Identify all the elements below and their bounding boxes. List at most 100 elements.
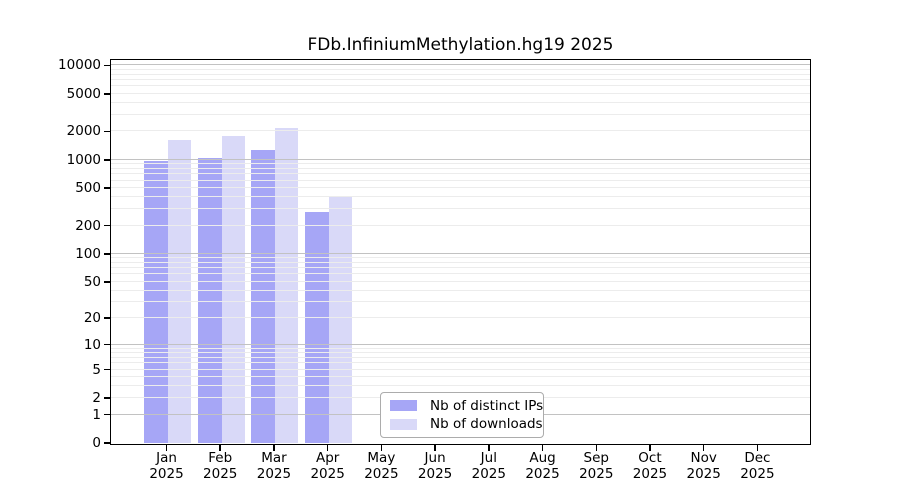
x-axis-tick-label: Jan 2025: [135, 450, 199, 482]
gridline-minor: [111, 187, 810, 189]
legend-swatch-downloads: [390, 418, 417, 430]
x-axis-tick-label: May 2025: [349, 450, 413, 482]
bar-downloads-jan: [168, 140, 191, 443]
x-label-month: Oct: [638, 450, 662, 466]
bar-downloads-mar: [275, 127, 299, 443]
x-axis-tick-label: Sep 2025: [564, 450, 628, 482]
x-axis-tick-label: Apr 2025: [296, 450, 360, 482]
gridline-minor: [111, 385, 810, 387]
x-label-month: Aug: [529, 450, 556, 466]
legend: Nb of distinct IPs Nb of downloads: [380, 392, 544, 438]
y-axis-tick-label: 2: [92, 389, 101, 406]
bar-distinct-ips-apr: [305, 212, 330, 443]
legend-label-downloads: Nb of downloads: [430, 416, 543, 433]
gridline-minor: [111, 179, 810, 181]
x-label-month: Jan: [156, 450, 177, 466]
gridline-major: [111, 64, 810, 66]
gridline-minor: [111, 173, 810, 175]
bar-downloads-apr: [329, 196, 353, 443]
y-axis-tick-label: 500: [75, 180, 101, 197]
y-axis-tick: [103, 64, 111, 67]
gridline-minor: [111, 224, 810, 226]
x-label-year: 2025: [632, 466, 668, 482]
x-axis-tick: [649, 445, 651, 451]
y-axis-tick: [103, 343, 111, 346]
x-label-month: Apr: [315, 450, 340, 466]
y-axis-tick-label: 0: [92, 435, 101, 451]
x-axis-tick: [702, 445, 705, 451]
y-axis-tick-label: 1000: [66, 151, 101, 168]
x-axis-tick-label: Jul 2025: [457, 450, 521, 482]
x-axis-tick-label: Mar 2025: [242, 450, 306, 482]
x-axis-tick: [434, 445, 436, 451]
y-axis-tick: [103, 368, 111, 371]
y-axis-tick: [103, 397, 111, 399]
gridline-minor: [111, 92, 810, 94]
gridline-minor: [111, 362, 810, 364]
gridline-minor: [111, 273, 810, 275]
x-label-month: Dec: [744, 450, 771, 466]
bar-downloads-feb: [221, 135, 245, 443]
x-axis-tick-label: Feb 2025: [188, 450, 252, 482]
y-axis-tick-label: 5: [92, 361, 101, 378]
y-axis-tick: [103, 224, 111, 227]
x-label-year: 2025: [364, 466, 399, 482]
gridline-minor: [111, 301, 810, 303]
x-axis-tick: [595, 445, 597, 451]
x-label-year: 2025: [471, 466, 506, 482]
x-axis-tick-label: Nov 2025: [672, 450, 736, 482]
gridline-minor: [111, 376, 810, 378]
x-label-year: 2025: [740, 466, 775, 482]
gridline-minor: [111, 261, 810, 263]
x-axis-tick: [541, 445, 544, 451]
y-axis-tick-label: 10000: [58, 57, 101, 74]
gridline-minor: [111, 167, 810, 169]
y-axis-tick: [103, 442, 111, 444]
x-label-year: 2025: [686, 466, 721, 482]
legend-item-downloads: Nb of downloads: [387, 416, 543, 432]
gridline-minor: [111, 73, 810, 75]
x-axis-tick-label: Aug 2025: [511, 450, 575, 482]
y-axis-tick: [103, 159, 111, 161]
gridline-major: [111, 252, 810, 254]
x-label-year: 2025: [579, 466, 614, 482]
bar-distinct-ips-mar: [251, 150, 276, 443]
x-label-year: 2025: [149, 466, 184, 482]
x-label-year: 2025: [525, 466, 560, 482]
gridline-minor: [111, 101, 810, 103]
x-label-year: 2025: [256, 466, 292, 482]
x-axis-tick-label: Jun 2025: [403, 450, 467, 482]
gridline-minor: [111, 85, 810, 87]
y-axis-tick-label: 5000: [66, 85, 101, 102]
gridline-minor: [111, 356, 810, 358]
legend-item-distinct-ips: Nb of distinct IPs: [387, 398, 543, 414]
x-axis-tick-label: Oct 2025: [618, 450, 682, 482]
gridline-minor: [111, 130, 810, 132]
x-label-year: 2025: [203, 466, 238, 482]
gridline-minor: [111, 267, 810, 269]
gridline-minor: [111, 79, 810, 81]
y-axis-tick-label: 200: [75, 217, 101, 234]
x-axis-tick: [756, 445, 759, 451]
x-axis-tick: [380, 445, 383, 451]
y-axis-tick-label: 10: [83, 336, 101, 353]
x-axis-tick-label: Dec 2025: [725, 450, 789, 482]
gridline-minor: [111, 317, 810, 319]
plot-area: [110, 59, 811, 445]
x-label-month: May: [367, 450, 396, 466]
gridline-minor: [111, 289, 810, 291]
gridline-minor: [111, 347, 810, 349]
x-label-month: Feb: [208, 450, 233, 466]
y-axis-tick: [103, 281, 111, 283]
gridline-minor: [111, 368, 810, 370]
y-axis-tick-label: 50: [83, 273, 101, 290]
x-axis-tick: [488, 445, 490, 451]
x-label-year: 2025: [417, 466, 453, 482]
y-axis-tick: [103, 317, 111, 319]
x-axis-tick: [219, 445, 221, 451]
gridline-minor: [111, 351, 810, 353]
gridline-minor: [111, 68, 810, 70]
y-axis-tick: [103, 130, 111, 133]
legend-swatch-distinct-ips: [390, 400, 417, 412]
